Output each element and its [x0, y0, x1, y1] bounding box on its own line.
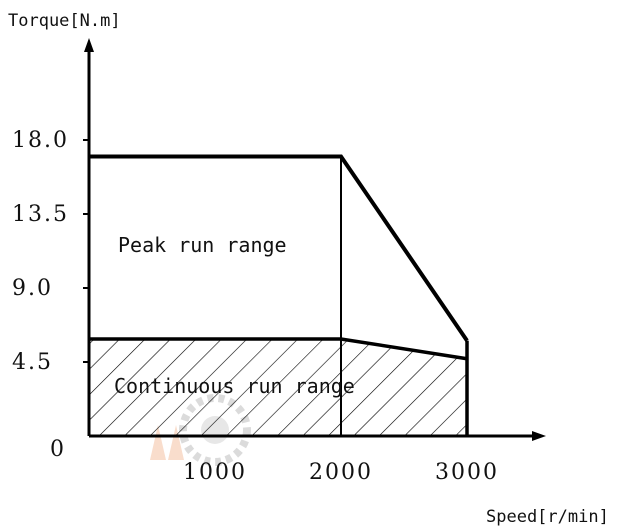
x-tick-label: 1000	[183, 460, 247, 485]
continuous-region-label: Continuous run range	[114, 374, 355, 398]
x-tick-label: 3000	[435, 460, 499, 485]
x-axis-label: Speed[r/min]	[486, 507, 609, 527]
y-tick-label: 18.0	[12, 128, 69, 153]
y-axis-arrow	[84, 38, 94, 52]
x-tick-label: 2000	[309, 460, 373, 485]
y-axis-label: Torque[N.m]	[8, 11, 121, 31]
x-axis-arrow	[532, 431, 546, 441]
peak-region-label: Peak run range	[118, 233, 287, 257]
series-line-continuous	[89, 337, 468, 361]
continuous-region-area	[89, 338, 467, 436]
y-tick-label: 4.5	[12, 350, 53, 375]
y-tick-label: 13.5	[12, 202, 69, 227]
y-tick-label: 9.0	[12, 276, 53, 301]
x-tick-label: 0	[50, 437, 66, 462]
series-line-peak	[89, 154, 469, 342]
